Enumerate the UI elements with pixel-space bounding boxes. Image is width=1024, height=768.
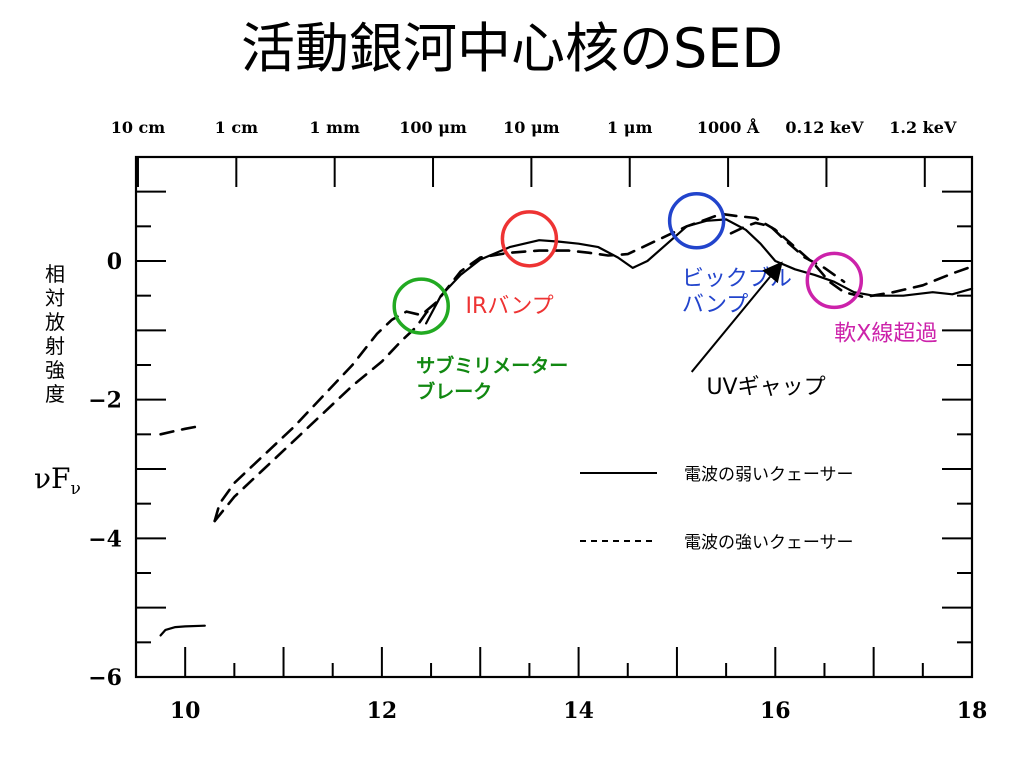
- legend-label: 電波の強いクェーサー: [684, 533, 854, 553]
- top-axis-label: 1 mm: [309, 118, 360, 137]
- legend-label: 電波の弱いクェーサー: [684, 465, 854, 485]
- top-axis-label: 1000 Å: [697, 116, 760, 137]
- submm-break-circle: [392, 277, 450, 335]
- top-axis-label: 10 μm: [503, 118, 560, 137]
- ir-bump-label: IRバンプ: [465, 294, 553, 319]
- big-blue-bump-circle: [667, 192, 726, 250]
- soft-x-excess-label: 軟X線超過: [834, 322, 937, 347]
- slide-title: 活動銀河中心核のSED: [241, 17, 783, 80]
- series-line-radio-quiet: [425, 218, 974, 325]
- y-axis-label: 相対放射強度 νFν: [34, 262, 81, 499]
- series-line-radio-loud: [213, 301, 438, 523]
- x-tick-label: 10: [170, 698, 201, 724]
- series-line-radio-quiet: [159, 624, 206, 637]
- top-axis-label: 0.12 keV: [785, 118, 864, 137]
- y-axis-symbol: νFν: [34, 462, 81, 499]
- submm-break-label: サブミリメーター: [416, 354, 568, 377]
- ir-bump-circle: [500, 210, 559, 268]
- y-tick-label: 0: [107, 249, 122, 275]
- top-axis-label: 1 μm: [607, 118, 652, 137]
- y-tick-label: −2: [88, 388, 122, 414]
- x-tick-label: 14: [563, 698, 594, 724]
- soft-x-excess-circle: [805, 251, 864, 310]
- series-line-radio-loud: [213, 212, 974, 523]
- y-axis-label-vertical: 相対放射強度: [45, 262, 65, 406]
- top-axis-label: 10 cm: [111, 118, 166, 137]
- top-axis-label: 1.2 keV: [889, 118, 957, 137]
- top-axis-label: 100 μm: [399, 118, 467, 137]
- uv-gap-arrow: [690, 261, 783, 373]
- x-tick-label: 12: [367, 698, 398, 724]
- series-line-radio-loud: [729, 221, 846, 284]
- plot-frame: [134, 155, 974, 679]
- x-tick-label: 18: [957, 698, 988, 724]
- uv-gap-label: UVギャップ: [706, 375, 825, 400]
- top-axis-label: 1 cm: [215, 118, 258, 137]
- x-tick-label: 16: [760, 698, 791, 724]
- big-blue-bump-label: バンプ: [682, 292, 748, 317]
- series-line-radio-loud: [159, 424, 202, 436]
- submm-break-label: ブレーク: [416, 380, 492, 403]
- y-tick-label: −4: [88, 526, 122, 552]
- y-tick-label: −6: [88, 665, 122, 691]
